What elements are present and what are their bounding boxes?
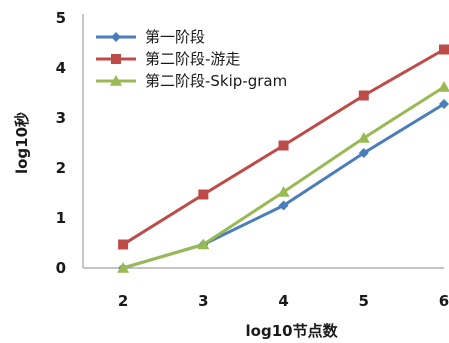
legend-swatch-marker [110,75,122,86]
series-3-line [122,85,445,270]
series-3-point [197,238,210,250]
series-1-point [358,148,369,158]
x-tick-label: 6 [439,292,449,310]
series-3-point [117,262,130,273]
series-2-point [358,90,369,101]
y-tick-label: 5 [56,9,66,27]
x-tick-label: 4 [278,292,288,310]
series-layer [117,44,449,273]
x-tick-label: 5 [359,292,369,310]
series-2-point [118,239,129,250]
series-3-point [357,132,370,143]
series-3-point [277,186,290,197]
x-tick-label: 3 [198,292,208,310]
axes [82,14,444,269]
tick-labels: 0 1 2 3 4 5 2 3 4 5 6 [56,9,449,310]
series-2-point [278,140,289,151]
legend-swatch-marker [111,32,121,42]
legend-label: 第二阶段-游走 [145,50,240,68]
series-2-point [439,44,449,55]
y-tick-label: 4 [56,59,66,77]
legend-label: 第二阶段-Skip-gram [145,72,287,90]
y-tick-label: 2 [56,159,66,177]
y-axis-title: log10秒 [13,112,31,174]
y-tick-label: 0 [56,259,66,277]
y-tick-label: 1 [56,209,66,227]
series-2-point [198,189,209,200]
series-3 [117,81,449,273]
series-3-point [438,81,449,92]
series-1-point [278,200,289,211]
legend-label: 第一阶段 [145,28,205,46]
series-1-point [439,99,449,109]
series-2 [118,44,449,250]
x-axis-title: log10节点数 [246,322,339,340]
y-tick-label: 3 [56,109,66,127]
x-tick-label: 2 [118,292,128,310]
legend-swatch-marker [111,54,121,64]
y-axis-title-group: log10秒 [13,112,31,174]
